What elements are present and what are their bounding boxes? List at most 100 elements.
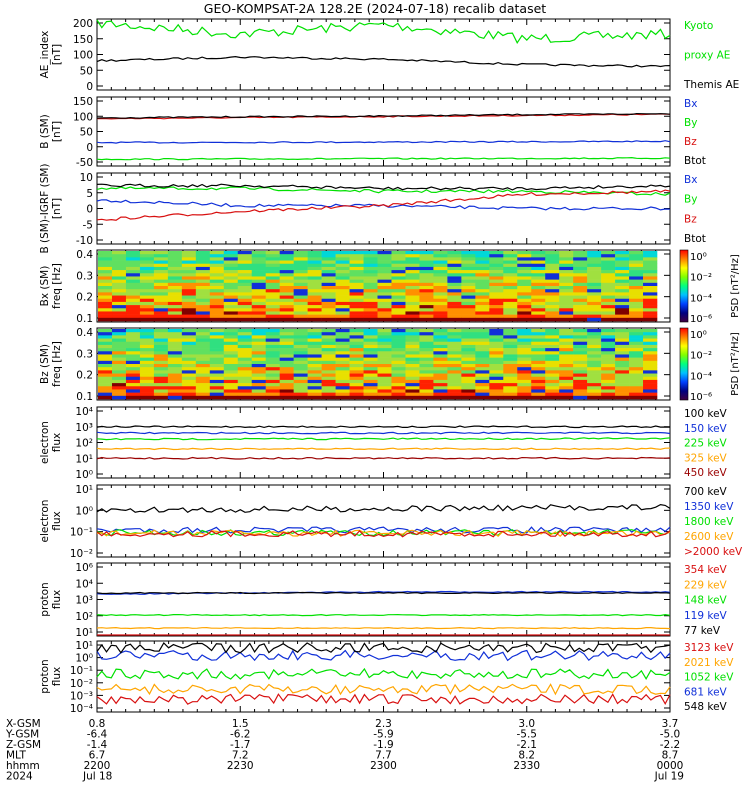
heatmap-cell	[643, 354, 658, 358]
heatmap-cell	[209, 373, 225, 378]
heatmap-cell	[489, 332, 504, 336]
heatmap-cell	[629, 254, 644, 258]
heatmap-cell	[125, 329, 141, 333]
heatmap-cell	[615, 308, 630, 312]
heatmap-cell	[573, 270, 588, 274]
heatmap-cell	[615, 298, 630, 303]
heatmap-cell	[98, 360, 113, 365]
heatmap-cell	[545, 263, 560, 268]
heatmap-cell	[223, 279, 239, 284]
heatmap-cell	[111, 344, 127, 349]
heatmap-cell	[517, 295, 532, 300]
heatmap-cell	[335, 305, 350, 309]
heatmap-cell	[223, 292, 239, 296]
heatmap-cell	[447, 335, 462, 339]
heatmap-cell	[307, 270, 322, 274]
heatmap-cell	[643, 254, 658, 258]
heatmap-cell	[363, 367, 378, 371]
heatmap-cell	[125, 292, 141, 296]
footer-row-label: MLT	[6, 750, 26, 762]
heatmap-cell	[503, 298, 518, 303]
heatmap-cell	[195, 257, 211, 261]
heatmap-cell	[251, 311, 266, 315]
heatmap-cell	[559, 386, 574, 390]
heatmap-cell	[307, 370, 322, 374]
heatmap-cell	[629, 260, 644, 265]
heatmap-cell	[293, 298, 308, 303]
heatmap-cell	[405, 295, 420, 300]
heatmap-cell	[545, 367, 560, 371]
heatmap-cell	[475, 270, 490, 274]
heatmap-cell	[265, 295, 280, 300]
heatmap-cell	[363, 301, 378, 306]
heatmap-cell	[139, 276, 155, 280]
heatmap-cell	[433, 311, 448, 315]
heatmap-cell	[111, 367, 127, 371]
heatmap-cell	[475, 263, 490, 268]
heatmap-cell	[279, 360, 294, 365]
heatmap-cell	[573, 305, 588, 309]
heatmap-cell	[447, 379, 462, 384]
heatmap-cell	[153, 383, 169, 387]
heatmap-cell	[391, 282, 406, 287]
heatmap-cell	[461, 279, 476, 284]
heatmap-cell	[643, 317, 658, 322]
heatmap-cell	[601, 344, 616, 349]
heatmap-cell	[321, 360, 336, 365]
heatmap-cell	[98, 348, 113, 352]
heatmap-cell	[335, 292, 350, 296]
legend-entry: Bz	[684, 136, 697, 148]
heatmap-cell	[307, 344, 322, 349]
heatmap-cell	[237, 338, 253, 343]
heatmap-cell	[307, 286, 322, 290]
heatmap-cell	[139, 273, 155, 277]
heatmap-cell	[517, 348, 532, 352]
heatmap-cell	[251, 344, 266, 349]
heatmap-cell	[111, 332, 127, 336]
heatmap-cell	[181, 386, 197, 390]
heatmap-cell	[195, 273, 211, 277]
heatmap-cell	[545, 257, 560, 261]
heatmap-cell	[279, 311, 294, 315]
heatmap-cell	[335, 273, 350, 277]
heatmap-cell	[531, 260, 546, 265]
heatmap-cell	[237, 295, 253, 300]
heatmap-cell	[391, 301, 406, 306]
legend-entry: proxy AE	[684, 50, 730, 62]
heatmap-cell	[209, 360, 225, 365]
heatmap-cell	[349, 379, 364, 384]
series-line-bsm-bx	[96, 140, 671, 144]
heatmap-cell	[475, 276, 490, 280]
y-tick-label: 10⁻⁴	[70, 703, 93, 715]
heatmap-cell	[615, 392, 630, 397]
heatmap-cell	[629, 370, 644, 374]
heatmap-cell	[475, 376, 490, 381]
heatmap-cell	[265, 392, 280, 397]
heatmap-cell	[125, 295, 141, 300]
heatmap-cell	[349, 263, 364, 268]
heatmap-cell	[307, 314, 322, 319]
heatmap-cell	[363, 386, 378, 390]
heatmap-cell	[98, 383, 113, 387]
heatmap-cell	[601, 289, 616, 293]
heatmap-cell	[559, 351, 574, 355]
heatmap-cell	[293, 386, 308, 390]
heatmap-cell	[167, 383, 183, 387]
heatmap-cell	[125, 335, 141, 339]
footer-row-label: Z-GSM	[6, 739, 41, 751]
heatmap-cell	[195, 295, 211, 300]
heatmap-cell	[153, 341, 169, 346]
y-tick-label: 10²	[75, 438, 93, 450]
heatmap-cell	[615, 364, 630, 368]
heatmap-cell	[349, 289, 364, 293]
legend-entry: 229 keV	[684, 579, 728, 591]
heatmap-cell	[363, 305, 378, 309]
heatmap-cell	[223, 348, 239, 352]
heatmap-cell	[125, 357, 141, 362]
heatmap-cell	[125, 286, 141, 290]
heatmap-cell	[98, 376, 113, 381]
heatmap-cell	[377, 263, 392, 268]
heatmap-cell	[307, 260, 322, 265]
heatmap-cell	[587, 289, 602, 293]
heatmap-cell	[223, 364, 239, 368]
